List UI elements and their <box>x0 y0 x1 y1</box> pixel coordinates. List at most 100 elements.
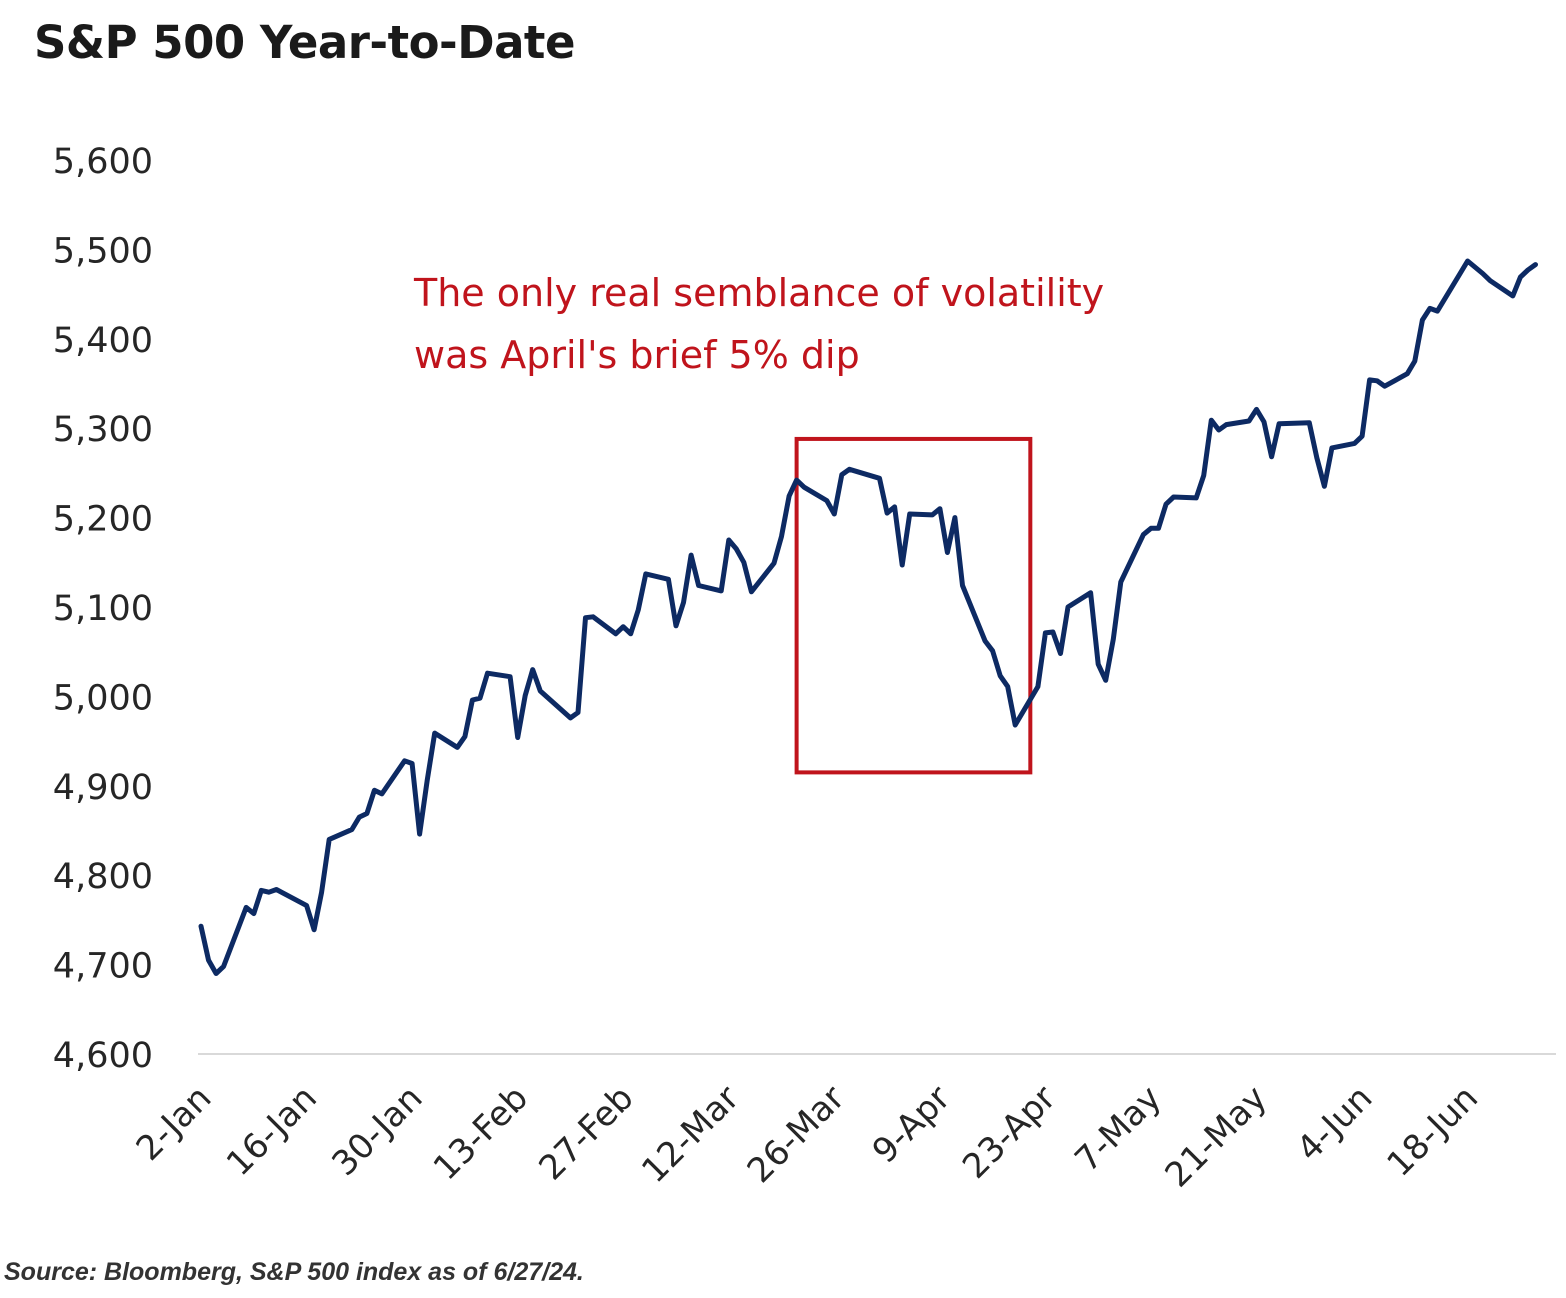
data-point <box>1458 272 1462 276</box>
y-tick-label: 4,900 <box>53 768 153 808</box>
data-point <box>1511 294 1515 298</box>
data-point <box>772 561 776 565</box>
data-point <box>847 467 851 471</box>
data-point <box>1405 372 1409 376</box>
data-point <box>787 494 791 498</box>
data-point <box>516 736 520 740</box>
data-point <box>666 577 670 581</box>
data-point <box>1172 495 1176 499</box>
y-tick-label: 4,600 <box>53 1036 153 1076</box>
data-point <box>463 735 467 739</box>
data-point <box>1526 268 1530 272</box>
data-point <box>1119 580 1123 584</box>
data-point <box>1164 502 1168 506</box>
y-axis: 5,600 5,500 5,400 5,300 5,200 5,100 5,000 4,900… <box>53 142 153 1076</box>
x-tick-label: 9-Apr <box>865 1078 958 1171</box>
data-point <box>636 608 640 612</box>
x-tick-label: 2-Jan <box>129 1078 220 1169</box>
data-point <box>478 696 482 700</box>
data-point <box>403 759 407 763</box>
x-tick-label: 4-Jun <box>1289 1078 1380 1169</box>
sp500-series-line <box>198 258 1538 976</box>
x-axis: 2-Jan 16-Jan 30-Jan13-Feb27-Feb12-Mar26-Ma… <box>129 1078 1486 1195</box>
data-point <box>1466 259 1470 263</box>
data-point <box>259 888 263 892</box>
data-point <box>485 671 489 675</box>
data-point <box>878 476 882 480</box>
data-point <box>418 832 422 836</box>
data-point <box>689 553 693 557</box>
data-point <box>1488 279 1492 283</box>
data-point <box>508 675 512 679</box>
data-point <box>1141 533 1145 537</box>
data-point <box>1270 455 1274 459</box>
x-tick-label: 26-Mar <box>740 1078 853 1191</box>
data-point <box>644 572 648 576</box>
data-point <box>832 512 836 516</box>
data-point <box>1217 428 1221 432</box>
data-point <box>591 615 595 619</box>
data-point <box>795 478 799 482</box>
data-point <box>207 958 211 962</box>
x-tick-label: 21-May <box>1158 1078 1275 1195</box>
data-point <box>1066 605 1070 609</box>
data-point <box>953 516 957 520</box>
data-point <box>727 538 731 542</box>
data-point <box>983 639 987 643</box>
data-point <box>222 964 226 968</box>
volatility-highlight-box <box>794 436 1033 775</box>
x-tick-label: 12-Mar <box>634 1078 747 1191</box>
data-point <box>908 512 912 516</box>
data-point <box>1255 407 1259 411</box>
data-point <box>305 904 309 908</box>
y-tick-label: 4,800 <box>53 857 153 897</box>
y-tick-label: 5,600 <box>53 142 153 182</box>
y-tick-label: 5,400 <box>53 321 153 361</box>
y-tick-label: 5,500 <box>53 231 153 271</box>
data-point <box>825 499 829 503</box>
data-point <box>1368 378 1372 382</box>
data-point <box>1149 526 1153 530</box>
data-point <box>523 694 527 698</box>
data-point <box>998 674 1002 678</box>
data-point <box>244 905 248 909</box>
data-point <box>900 563 904 567</box>
data-point <box>320 890 324 894</box>
data-point <box>1111 637 1115 641</box>
data-point <box>1051 630 1055 634</box>
data-point <box>470 698 474 702</box>
data-point <box>312 928 316 932</box>
data-point <box>1013 723 1017 727</box>
data-point <box>945 550 949 554</box>
source-note: Source: Bloomberg, S&P 500 index as of 6… <box>4 1258 584 1286</box>
data-point <box>1224 423 1228 427</box>
data-point <box>749 590 753 594</box>
data-point <box>614 632 618 636</box>
annotation-line-1: The only real semblance of volatility <box>414 271 1105 315</box>
x-tick-label: 13-Feb <box>426 1078 536 1188</box>
data-point <box>1322 484 1326 488</box>
volatility-annotation: The only real semblance of volatility wa… <box>414 262 1104 386</box>
data-point <box>1518 275 1522 279</box>
data-point <box>893 505 897 509</box>
data-point <box>1330 446 1334 450</box>
data-point <box>1043 631 1047 635</box>
data-point <box>629 632 633 636</box>
data-point <box>1247 419 1251 423</box>
y-tick-label: 5,100 <box>53 589 153 629</box>
data-point <box>1209 418 1213 422</box>
data-point <box>1006 685 1010 689</box>
x-tick-label: 18-Jun <box>1380 1078 1486 1184</box>
data-point <box>840 473 844 477</box>
data-point <box>1533 263 1537 267</box>
data-point <box>1089 591 1093 595</box>
data-point <box>1104 678 1108 682</box>
data-point <box>584 616 588 620</box>
data-point <box>455 745 459 749</box>
data-point <box>568 716 572 720</box>
data-point <box>252 912 256 916</box>
data-point <box>380 792 384 796</box>
data-point <box>199 924 203 928</box>
data-point <box>960 584 964 588</box>
